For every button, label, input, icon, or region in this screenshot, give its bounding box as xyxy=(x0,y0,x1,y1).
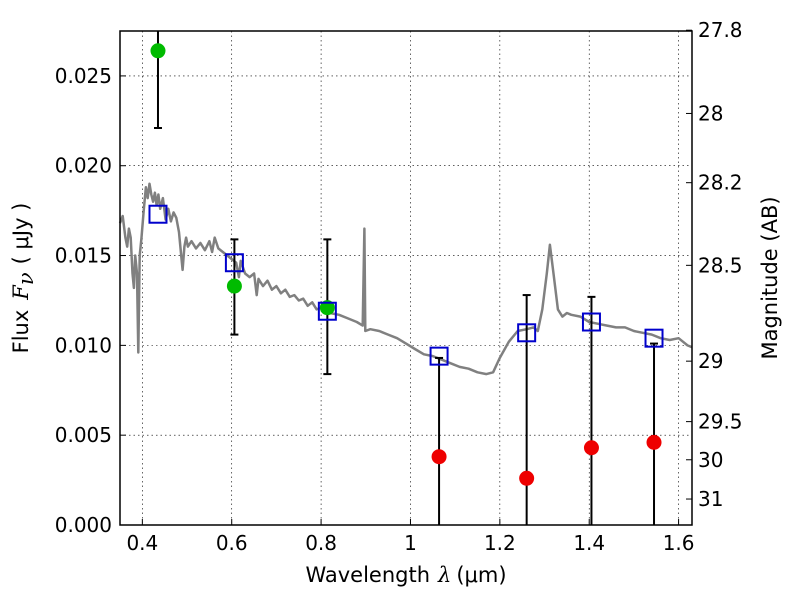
model-flux-square xyxy=(429,346,449,366)
x-tick-label: 1.2 xyxy=(484,531,516,555)
sed-model-line xyxy=(118,182,693,376)
photometry-point xyxy=(519,470,535,486)
y-tick-label: 0.010 xyxy=(55,333,112,357)
plot-content xyxy=(118,31,693,525)
plot-frame xyxy=(119,30,693,526)
y-axis-left: 0.000 0.005 0.010 0.015 0.020 0.025 xyxy=(55,64,126,537)
model-flux-square xyxy=(224,253,244,273)
y2-tick-label: 28 xyxy=(698,101,723,125)
y2-tick-label: 28.5 xyxy=(698,253,743,277)
photometry-point xyxy=(583,440,599,456)
x-tick-label: 0.8 xyxy=(305,531,337,555)
photometry-point xyxy=(431,449,447,465)
x-tick-label: 0.6 xyxy=(216,531,248,555)
y2-tick-label: 30 xyxy=(698,448,723,472)
y-axis-label-unit: ( μJy ) xyxy=(9,203,33,265)
x-axis-label-unit: (μm) xyxy=(456,563,506,587)
y2-tick-label: 28.2 xyxy=(698,171,743,195)
model-flux-square xyxy=(317,301,337,321)
grid-lines xyxy=(120,31,692,526)
y2-tick-label: 29 xyxy=(698,349,723,373)
y-tick-label: 0.000 xyxy=(55,513,112,537)
x-axis: 0.4 0.6 0.8 1 1.2 1.4 1.6 xyxy=(126,519,695,555)
x-tick-label: 0.4 xyxy=(126,531,158,555)
y-tick-label: 0.025 xyxy=(55,64,112,88)
y-tick-label: 0.005 xyxy=(55,423,112,447)
y2-tick-label: 27.8 xyxy=(698,18,743,42)
x-tick-label: 1.4 xyxy=(573,531,605,555)
y-axis-label-symbol: F xyxy=(9,284,33,301)
x-axis-label: Wavelength λ (μm) xyxy=(305,563,506,587)
y2-axis-label: Magnitude (AB) xyxy=(758,196,782,359)
photometry-point xyxy=(319,300,335,316)
y-axis-label: Flux Fν ( μJy ) xyxy=(9,203,38,354)
photometry-point xyxy=(226,278,242,294)
x-tick-label: 1 xyxy=(404,531,417,555)
y-axis-label-text: Flux xyxy=(9,310,33,354)
y-axis-label-subscript: ν xyxy=(14,272,38,285)
photometry-point xyxy=(646,434,662,450)
model-flux-square xyxy=(644,328,664,348)
x-axis-label-text: Wavelength xyxy=(305,563,430,587)
model-flux-square xyxy=(517,323,537,343)
y2-tick-label: 29.5 xyxy=(698,410,743,434)
x-axis-label-symbol: λ xyxy=(437,563,451,587)
y-tick-label: 0.015 xyxy=(55,244,112,268)
y2-tick-label: 31 xyxy=(698,487,723,511)
model-flux-square xyxy=(148,204,168,224)
photometry-point xyxy=(150,43,166,59)
model-flux-square xyxy=(581,312,601,332)
y-axis-right: 27.8 28 28.2 28.5 29 29.5 30 31 xyxy=(686,18,743,511)
x-tick-label: 1.6 xyxy=(663,531,695,555)
y-tick-label: 0.020 xyxy=(55,154,112,178)
